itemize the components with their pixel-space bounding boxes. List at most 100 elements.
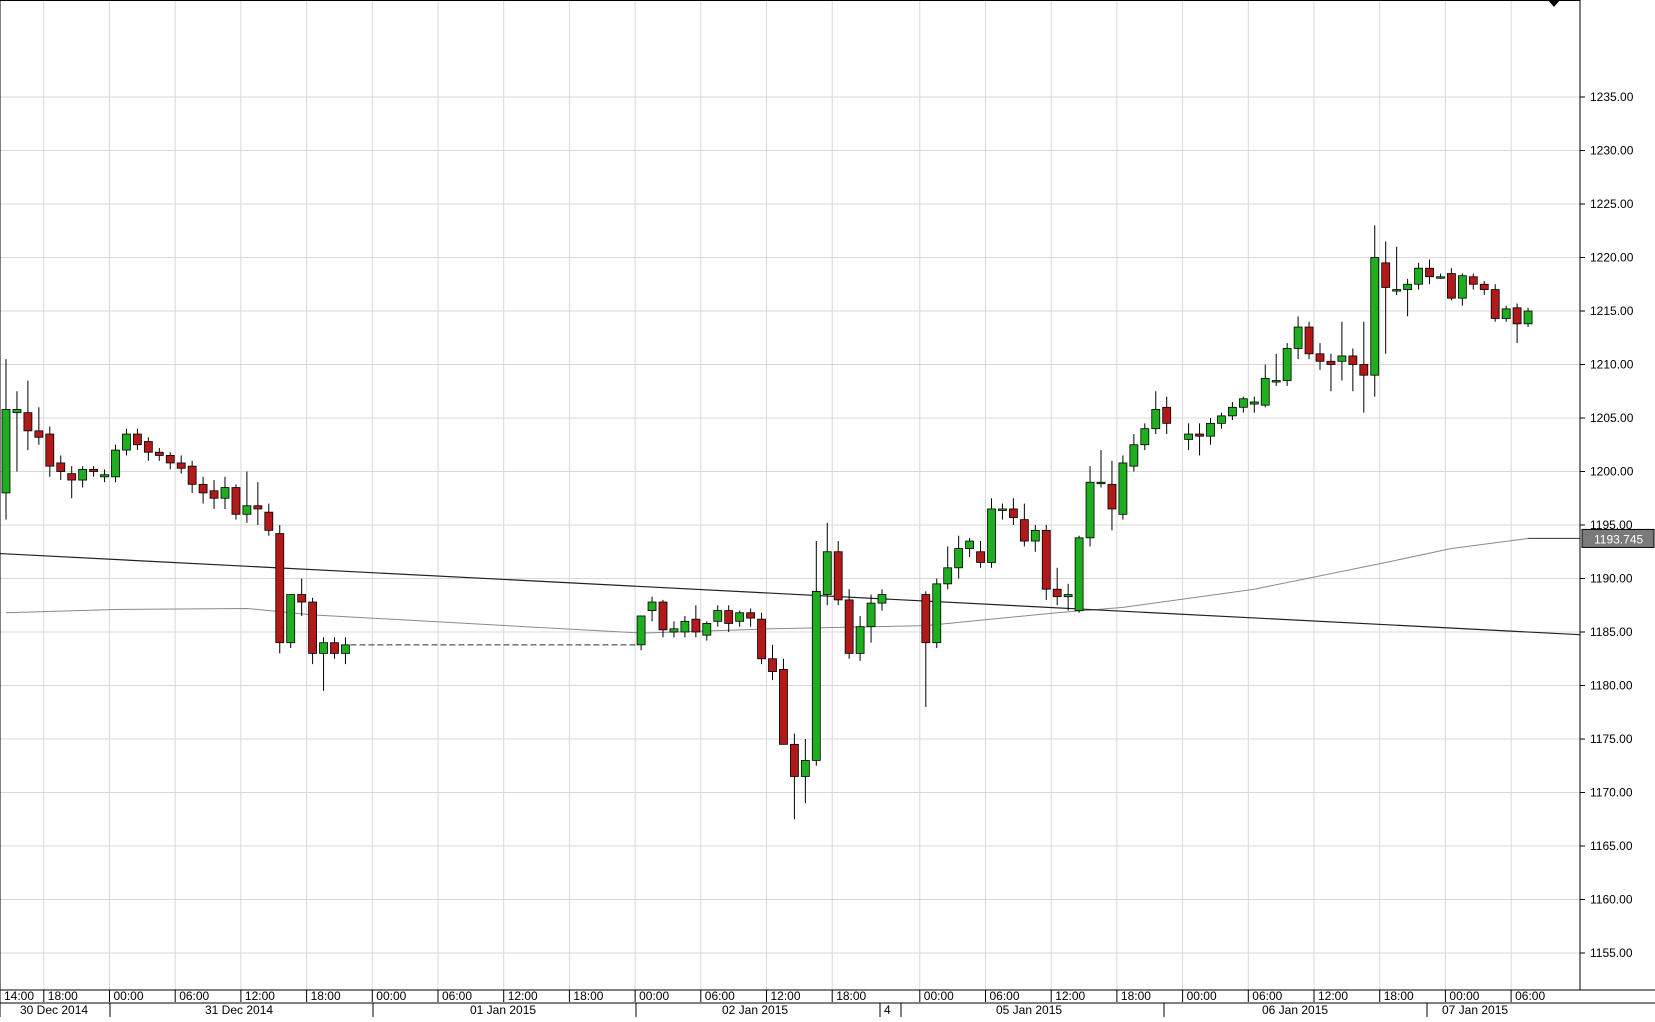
candle xyxy=(1479,281,1489,295)
candle-body-up xyxy=(1238,398,1248,408)
candle-body-down xyxy=(165,455,175,464)
x-time-label: 06:00 xyxy=(442,989,472,1003)
candle xyxy=(1392,246,1402,295)
candle xyxy=(1315,343,1325,370)
candle xyxy=(23,380,33,451)
x-time-label: 06:00 xyxy=(990,989,1020,1003)
last-price-label: 1193.745 xyxy=(1594,532,1643,546)
candle xyxy=(1238,396,1248,413)
candle xyxy=(1085,466,1095,547)
candle-body-up xyxy=(242,505,252,515)
candle xyxy=(242,471,252,523)
candle xyxy=(154,447,164,461)
candle xyxy=(1293,316,1303,360)
x-time-label: 00:00 xyxy=(376,989,406,1003)
candle-body-up xyxy=(1501,308,1511,319)
candle-body-down xyxy=(154,451,164,456)
candle-body-up xyxy=(987,508,996,563)
candle-body-up xyxy=(78,468,88,481)
candle xyxy=(1228,401,1237,421)
candle xyxy=(987,498,996,568)
x-time-label: 06:00 xyxy=(1515,989,1545,1003)
candle xyxy=(691,605,701,638)
candle xyxy=(111,444,120,483)
candle xyxy=(713,605,723,627)
candle-body-down xyxy=(1052,588,1062,598)
candle xyxy=(100,469,109,483)
candle-body-up xyxy=(954,548,964,569)
candle xyxy=(866,594,876,643)
grid xyxy=(0,0,1580,990)
candle-body-up xyxy=(1282,348,1292,381)
x-date-label: 31 Dec 2014 xyxy=(205,1003,273,1017)
candle xyxy=(1304,321,1314,360)
x-time-label: 18:00 xyxy=(1384,989,1414,1003)
candle xyxy=(965,537,974,558)
candle-body-down xyxy=(1019,519,1029,542)
candle xyxy=(833,541,843,606)
candle-body-down xyxy=(231,487,241,515)
candle xyxy=(811,541,821,766)
candle-body-down xyxy=(1359,364,1369,376)
candle-body-down xyxy=(89,468,98,472)
candle xyxy=(1162,396,1172,435)
candle xyxy=(187,460,197,493)
x-time-label: 06:00 xyxy=(179,989,209,1003)
candle-body-down xyxy=(23,412,33,432)
candle-body-up xyxy=(1129,444,1139,467)
candle-body-up xyxy=(866,602,876,628)
candle-body-up xyxy=(735,612,745,622)
candle-body-up xyxy=(1436,276,1445,279)
y-tick-label: 1180.00 xyxy=(1590,679,1633,693)
candle xyxy=(790,733,799,820)
candle xyxy=(1523,307,1533,328)
candle-body-up xyxy=(341,644,350,654)
candle xyxy=(1151,391,1161,435)
candle xyxy=(1129,434,1139,472)
candle-body-down xyxy=(746,612,755,619)
candle xyxy=(1381,241,1391,354)
candle-body-up xyxy=(122,433,131,451)
x-date-label: 05 Jan 2015 xyxy=(996,1003,1062,1017)
candle-body-down xyxy=(1381,262,1391,288)
candle xyxy=(746,608,755,627)
candle-body-up xyxy=(1184,433,1193,440)
candle xyxy=(1019,503,1029,547)
trendline-series xyxy=(0,552,1581,646)
y-tick-label: 1190.00 xyxy=(1590,572,1633,586)
candle xyxy=(231,484,241,520)
candle xyxy=(176,455,186,474)
candle xyxy=(1271,353,1281,386)
candle xyxy=(286,594,296,649)
candle xyxy=(1501,305,1511,322)
candle xyxy=(1030,525,1040,552)
y-tick-label: 1215.00 xyxy=(1590,304,1634,318)
candle-body-up xyxy=(1392,289,1402,292)
candle-body-up xyxy=(1260,378,1270,406)
candle xyxy=(264,503,274,536)
candle xyxy=(636,615,646,651)
candle-body-up xyxy=(286,594,296,644)
candle xyxy=(45,426,55,477)
candle xyxy=(954,535,964,579)
candle-body-down xyxy=(330,642,339,654)
candle xyxy=(1282,343,1292,386)
candle-body-down xyxy=(143,441,153,453)
candle-body-up xyxy=(943,567,953,585)
candle xyxy=(822,522,832,606)
candle xyxy=(768,644,777,681)
candle-body-up xyxy=(1271,380,1281,383)
candle xyxy=(1490,284,1500,322)
candle xyxy=(877,589,887,611)
x-time-label: 00:00 xyxy=(924,989,954,1003)
axis-marker-icon xyxy=(1548,0,1560,7)
candle-body-up xyxy=(669,628,679,633)
candle xyxy=(1359,321,1369,413)
x-time-label: 12:00 xyxy=(1055,989,1085,1003)
candle xyxy=(1425,259,1434,285)
candle-body-down xyxy=(1425,267,1434,278)
candle-body-up xyxy=(220,487,230,499)
candle xyxy=(1457,273,1467,306)
candle-body-up xyxy=(822,551,832,595)
